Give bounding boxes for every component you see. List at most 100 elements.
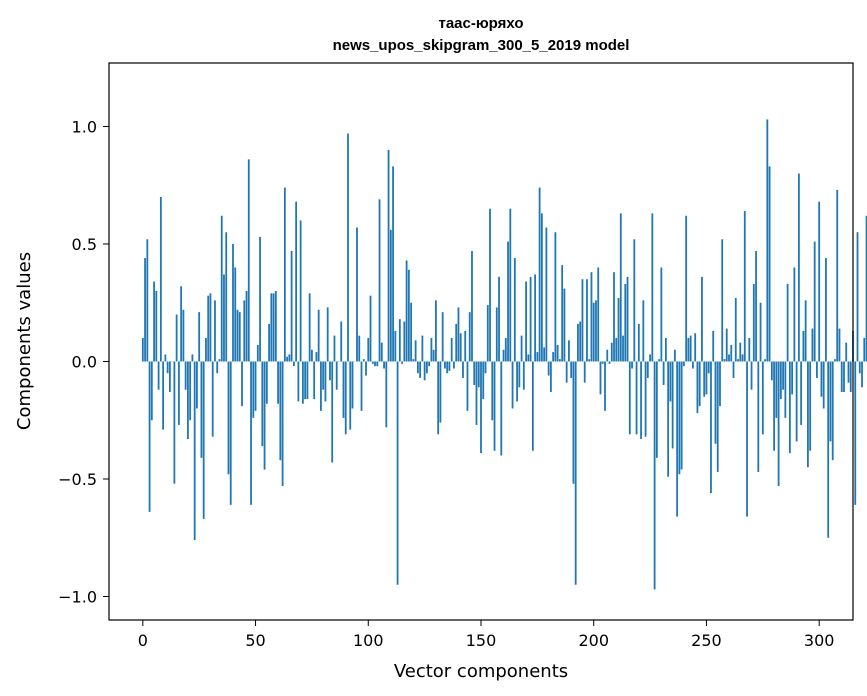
- bar-component-65: [288, 354, 291, 362]
- bar-component-91: [347, 133, 349, 362]
- bar-component-213: [622, 335, 624, 362]
- bar-component-187: [563, 288, 566, 362]
- x-tick-label: 250: [691, 631, 722, 650]
- bar-component-234: [669, 361, 672, 402]
- bar-component-320: [863, 337, 866, 362]
- bar-component-3: [148, 361, 151, 512]
- bar-component-26: [200, 361, 203, 458]
- bar-component-105: [378, 199, 381, 362]
- bar-component-304: [827, 361, 830, 538]
- bar-component-143: [464, 330, 467, 362]
- bar-component-228: [655, 361, 658, 458]
- bar-component-55: [265, 361, 268, 404]
- bar-component-52: [259, 236, 261, 362]
- bar-component-194: [579, 321, 582, 362]
- bar-component-19: [184, 361, 187, 390]
- x-tick-label: 50: [245, 631, 265, 650]
- bar-component-72: [304, 361, 307, 400]
- bar-component-144: [466, 361, 469, 411]
- bar-component-16: [177, 361, 180, 425]
- bar-component-277: [766, 119, 769, 362]
- bar-component-193: [577, 323, 579, 362]
- bar-component-208: [610, 342, 613, 362]
- bar-component-285: [784, 361, 787, 418]
- bar-component-58: [272, 293, 275, 362]
- bar-component-67: [292, 361, 295, 367]
- bar-component-75: [311, 349, 313, 362]
- bar-component-235: [671, 361, 674, 449]
- bar-component-303: [825, 258, 827, 362]
- bar-component-101: [369, 295, 372, 362]
- bar-component-245: [694, 333, 697, 362]
- bar-component-78: [317, 309, 320, 362]
- bar-component-74: [308, 293, 311, 362]
- bar-component-310: [840, 361, 843, 393]
- bar-component-294: [804, 300, 807, 362]
- bar-component-40: [232, 243, 234, 362]
- bar-component-151: [482, 361, 485, 400]
- bar-component-226: [651, 213, 654, 362]
- bar-component-14: [173, 361, 176, 484]
- bar-component-149: [477, 361, 480, 388]
- bar-component-147: [473, 361, 476, 385]
- bar-component-214: [624, 283, 627, 362]
- bar-component-73: [306, 361, 309, 400]
- bar-component-53: [261, 361, 264, 447]
- bar-component-162: [507, 241, 509, 362]
- bar-component-21: [189, 361, 192, 421]
- bar-component-115: [401, 361, 403, 364]
- bar-component-41: [234, 267, 237, 362]
- bar-component-265: [739, 342, 742, 362]
- bar-component-259: [725, 328, 728, 362]
- bar-component-110: [389, 229, 392, 362]
- bar-component-203: [599, 361, 602, 395]
- bar-component-7: [157, 361, 160, 390]
- bar-component-274: [759, 302, 762, 362]
- bar-component-312: [845, 342, 848, 362]
- bar-component-314: [849, 361, 852, 393]
- bar-component-207: [608, 361, 611, 364]
- bar-component-142: [462, 361, 464, 378]
- bar-component-179: [545, 227, 548, 362]
- bar-component-90: [344, 361, 347, 435]
- bar-component-5: [153, 281, 155, 362]
- bar-component-4: [150, 361, 153, 421]
- bar-component-305: [829, 361, 832, 442]
- bar-component-109: [387, 149, 390, 362]
- x-tick-label: 200: [578, 631, 609, 650]
- bar-component-106: [380, 342, 383, 362]
- bar-component-180: [547, 361, 550, 376]
- bar-component-311: [843, 361, 845, 393]
- bar-component-283: [779, 361, 782, 400]
- bar-component-218: [633, 239, 636, 362]
- bar-component-108: [385, 361, 388, 428]
- bar-component-62: [281, 361, 284, 487]
- bar-component-224: [646, 361, 649, 378]
- bar-component-112: [394, 330, 397, 362]
- bar-component-278: [768, 166, 771, 362]
- bar-component-164: [511, 361, 514, 409]
- bar-component-291: [797, 173, 800, 362]
- bar-component-174: [534, 274, 537, 362]
- y-tick-label: −0.5: [58, 470, 97, 489]
- bar-component-20: [187, 361, 189, 440]
- bar-component-27: [202, 361, 205, 519]
- bar-component-37: [225, 232, 228, 362]
- bar-component-157: [495, 307, 498, 362]
- bar-component-140: [457, 307, 460, 362]
- bar-component-175: [536, 352, 539, 362]
- y-tick-label: 0.0: [72, 352, 97, 371]
- bar-component-308: [836, 189, 839, 362]
- bars-group: [141, 119, 867, 590]
- bar-component-154: [489, 208, 491, 362]
- x-tick-label: 0: [138, 631, 148, 650]
- bar-component-85: [333, 335, 336, 362]
- bar-component-183: [554, 232, 557, 362]
- bar-component-48: [250, 361, 252, 505]
- bar-component-272: [755, 251, 757, 362]
- bar-component-139: [455, 323, 458, 362]
- bar-component-0: [141, 337, 144, 362]
- bar-component-100: [367, 337, 370, 362]
- bar-component-66: [290, 251, 293, 362]
- bar-component-51: [256, 345, 259, 362]
